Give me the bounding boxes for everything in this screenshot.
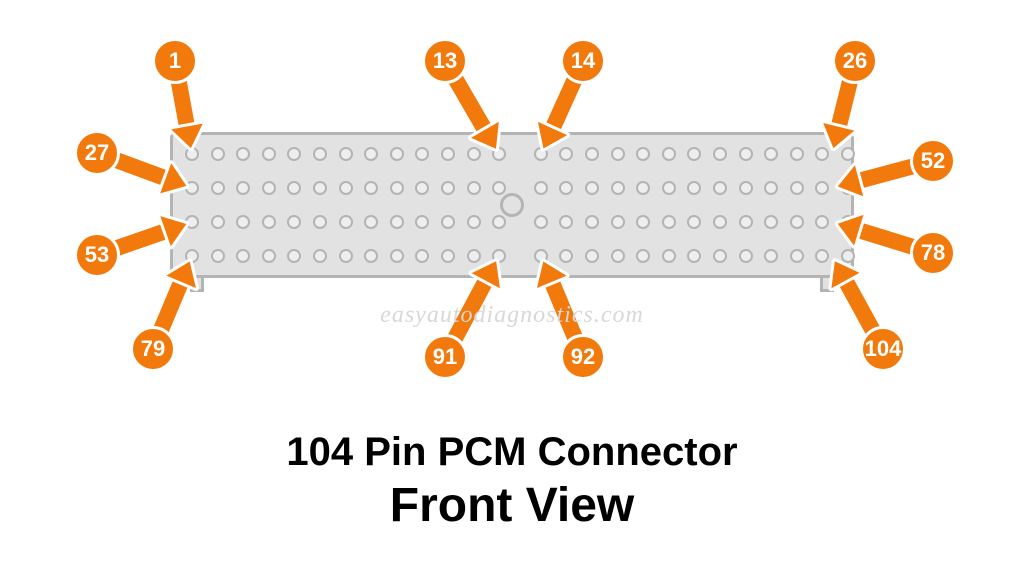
- callout-label: 92: [571, 344, 595, 370]
- callout-badge: 1: [152, 38, 198, 84]
- callout-label: 13: [433, 48, 457, 74]
- callout-badge: 79: [130, 326, 176, 372]
- watermark-text: easyautodiagnostics.com: [0, 302, 1024, 329]
- callout-label: 104: [865, 336, 902, 362]
- callout-label: 52: [921, 148, 945, 174]
- callout-badge: 27: [74, 130, 120, 176]
- callout-label: 53: [85, 242, 109, 268]
- callout-badge: 26: [832, 38, 878, 84]
- callout-label: 78: [921, 240, 945, 266]
- callout-badge: 104: [860, 326, 906, 372]
- callout-badge: 14: [560, 38, 606, 84]
- callout-label: 1: [169, 48, 181, 74]
- title-line-2: Front View: [0, 478, 1024, 533]
- callout-label: 26: [843, 48, 867, 74]
- callout-badge: 52: [910, 138, 956, 184]
- callout-badge: 91: [422, 334, 468, 380]
- callout-badge: 92: [560, 334, 606, 380]
- callout-badge: 53: [74, 232, 120, 278]
- callout-label: 91: [433, 344, 457, 370]
- callout-badge: 13: [422, 38, 468, 84]
- callout-badge: 78: [910, 230, 956, 276]
- callout-label: 27: [85, 140, 109, 166]
- title-line-1: 104 Pin PCM Connector: [0, 430, 1024, 475]
- callout-label: 79: [141, 336, 165, 362]
- callout-label: 14: [571, 48, 595, 74]
